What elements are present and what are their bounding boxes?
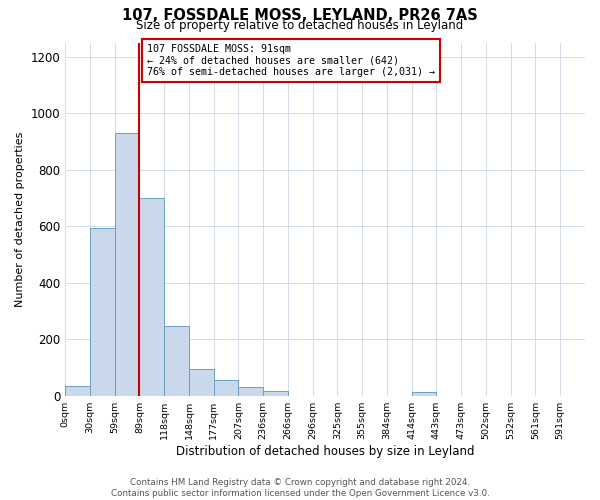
Bar — [238, 387, 263, 396]
Bar — [90, 228, 115, 396]
X-axis label: Distribution of detached houses by size in Leyland: Distribution of detached houses by size … — [176, 444, 475, 458]
Bar — [214, 380, 238, 396]
Text: 107, FOSSDALE MOSS, LEYLAND, PR26 7AS: 107, FOSSDALE MOSS, LEYLAND, PR26 7AS — [122, 8, 478, 22]
Text: Contains HM Land Registry data © Crown copyright and database right 2024.
Contai: Contains HM Land Registry data © Crown c… — [110, 478, 490, 498]
Text: Size of property relative to detached houses in Leyland: Size of property relative to detached ho… — [136, 18, 464, 32]
Bar — [189, 369, 214, 396]
Bar — [263, 390, 288, 396]
Bar — [65, 386, 90, 396]
Text: 107 FOSSDALE MOSS: 91sqm
← 24% of detached houses are smaller (642)
76% of semi-: 107 FOSSDALE MOSS: 91sqm ← 24% of detach… — [147, 44, 435, 78]
Y-axis label: Number of detached properties: Number of detached properties — [15, 132, 25, 307]
Bar — [139, 198, 164, 396]
Bar — [115, 133, 139, 396]
Bar — [164, 326, 189, 396]
Bar — [412, 392, 436, 396]
